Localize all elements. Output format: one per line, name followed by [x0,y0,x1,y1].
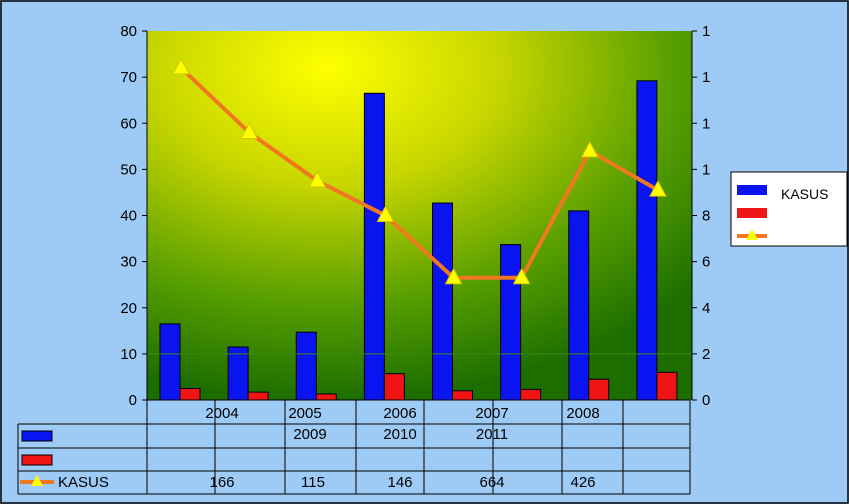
bar-series1 [500,244,522,401]
bar-series2 [247,391,269,401]
axes-layer: 0 10 20 30 40 50 60 70 80 0 2 4 6 8 1 1 1 1 [120,23,710,409]
data-table: 2004 2005 2006 2007 2008 2009 2010 2011 166 115 14… [17,399,691,495]
plot-area [147,31,692,400]
table-header-year: 2005 [288,405,321,422]
table-header-year: 2010 [383,426,416,443]
y-tick-label: 0 [129,392,137,409]
y2-tick-label: 1 [702,115,710,132]
y-tick-label: 20 [120,300,137,317]
table-key-marker [31,475,43,486]
table-key-series1 [21,430,53,442]
legend: KASUS [730,171,848,247]
bar-series2 [588,378,610,401]
y2-tick-label: 2 [702,346,710,363]
y-tick-label: 10 [120,346,137,363]
table-header-year: 2011 [476,426,508,443]
bar-series1 [568,210,590,401]
y-tick-label: 40 [120,208,137,225]
bar-series1 [432,202,453,401]
y-tick-label: 80 [120,23,137,40]
line-marker [376,205,395,222]
y-tick-label: 50 [120,161,137,178]
y2-tick-label: 1 [702,161,710,178]
y-tick-label: 30 [120,254,137,271]
y-tick-label: 70 [120,69,137,86]
legend-swatch-marker [746,229,758,240]
table-row-label: KASUS [58,474,109,491]
table-header-year: 2007 [475,405,508,422]
y2-tick-label: 6 [702,254,710,271]
bar-series1 [636,80,658,401]
line-marker [649,180,667,197]
bar-series1 [227,346,249,401]
bar-series2 [520,388,542,401]
line-layer [172,57,667,285]
bar-series2 [452,390,473,401]
bar-series1 [159,323,181,401]
table-key-series2 [21,454,53,466]
bar-series2 [179,387,201,401]
legend-swatch-series2 [737,208,767,218]
table-header-year: 2009 [293,426,326,443]
bar-series2 [383,373,405,401]
line-marker [172,57,190,75]
bar-series2 [315,393,337,401]
legend-swatch-series1 [737,185,767,195]
line-marker [512,267,531,285]
y2-tick-label: 1 [702,69,710,86]
bars-layer [159,80,678,401]
y2-tick-label: 1 [702,23,710,40]
table-header-year: 2006 [383,405,416,422]
bar-series2 [656,371,678,401]
line-series-kasus [179,66,659,280]
legend-label: KASUS [781,186,828,202]
table-cell: 426 [570,474,595,491]
y2-tick-label: 0 [702,392,710,409]
table-cell: 664 [479,474,504,491]
y-tick-label: 60 [120,115,137,132]
y2-tick-label: 8 [702,208,710,225]
line-marker [444,267,463,285]
table-cell: 115 [301,474,325,491]
bar-series1 [295,331,317,401]
table-header-year: 2008 [566,405,599,422]
table-cell: 166 [209,474,234,491]
y2-tick-label: 4 [702,300,710,317]
table-cell: 146 [387,474,412,491]
line-marker [308,170,327,188]
line-marker [240,122,259,139]
line-marker [580,140,599,158]
table-header-year: 2004 [205,405,238,422]
